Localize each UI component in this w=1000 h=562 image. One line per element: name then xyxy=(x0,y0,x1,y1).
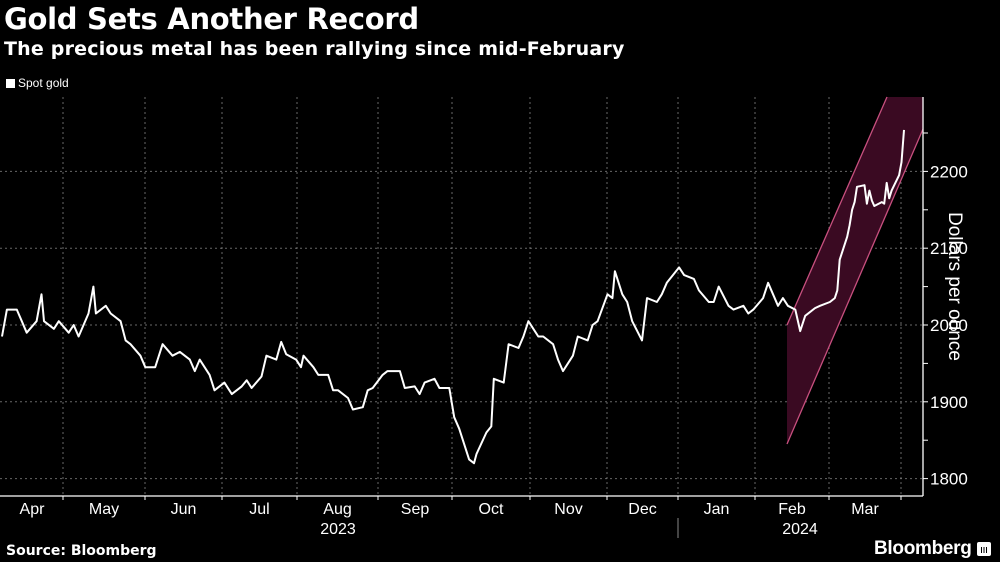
svg-text:Jun: Jun xyxy=(171,501,197,518)
svg-text:Aug: Aug xyxy=(323,501,351,518)
svg-text:Apr: Apr xyxy=(20,501,46,518)
chart-bubble-icon xyxy=(976,542,991,556)
svg-text:Feb: Feb xyxy=(778,501,806,518)
axes: 1800 1900 2000 2100 2200 Apr May Jun Jul Aug Sep Oc… xyxy=(0,97,968,538)
svg-text:Jul: Jul xyxy=(249,501,269,518)
svg-text:Dec: Dec xyxy=(628,501,656,518)
svg-text:1900: 1900 xyxy=(930,393,968,412)
y-axis-label: Dollars per ounce xyxy=(944,212,965,361)
legend-swatch-icon xyxy=(6,78,15,88)
svg-text:2024: 2024 xyxy=(782,521,818,538)
legend-label-spot-gold: Spot gold xyxy=(18,76,69,90)
svg-text:Jan: Jan xyxy=(704,501,730,518)
bloomberg-logo: Bloomberg xyxy=(874,538,991,560)
svg-text:Sep: Sep xyxy=(401,501,430,518)
svg-text:2100: 2100 xyxy=(930,239,968,258)
trend-channel xyxy=(786,96,924,445)
svg-text:1800: 1800 xyxy=(930,470,968,489)
spot-gold-line xyxy=(1,129,905,465)
brand-name: Bloomberg xyxy=(874,538,972,559)
svg-text:Oct: Oct xyxy=(479,501,504,518)
svg-text:2000: 2000 xyxy=(930,316,968,335)
svg-text:Mar: Mar xyxy=(851,501,879,518)
chart-subtitle: The precious metal has been rallying sin… xyxy=(4,38,625,60)
svg-text:2200: 2200 xyxy=(930,162,968,181)
source-note: Source: Bloomberg xyxy=(6,543,157,559)
legend: Spot gold xyxy=(6,76,69,90)
svg-text:May: May xyxy=(89,501,119,518)
gridlines xyxy=(0,97,923,496)
chart-title: Gold Sets Another Record xyxy=(4,2,419,36)
svg-text:Nov: Nov xyxy=(554,501,582,518)
svg-text:2023: 2023 xyxy=(320,521,356,538)
